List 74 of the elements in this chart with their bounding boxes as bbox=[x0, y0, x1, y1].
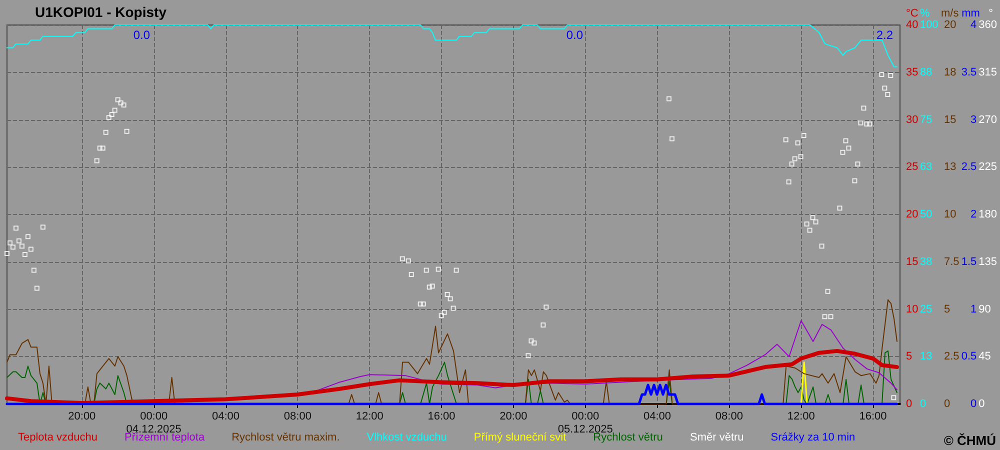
y2-tick-label: 135 bbox=[978, 256, 998, 268]
y2-tick-label: 63 bbox=[920, 161, 932, 174]
text: Srážky za 10 min bbox=[770, 432, 856, 444]
x-tick-label: 04:00 bbox=[212, 410, 240, 422]
y2-tick-label: 0 bbox=[978, 398, 985, 410]
y2-axis-title: % bbox=[920, 8, 930, 20]
y-tick-label: 2 bbox=[970, 208, 977, 220]
y-tick-label: 1.5 bbox=[961, 256, 977, 268]
y3-tick-label: 13 bbox=[944, 161, 956, 174]
y-tick-label: 20 bbox=[906, 208, 918, 220]
y-tick-label: 35 bbox=[906, 66, 918, 78]
text: Rychlost větru maxim. bbox=[232, 432, 340, 444]
y2-tick-label: 270 bbox=[978, 114, 998, 126]
y2-tick-label: 0 bbox=[920, 398, 926, 410]
y3-axis-title: m/s bbox=[941, 8, 960, 20]
chart-title: U1KOPI01 - Kopisty bbox=[35, 4, 167, 20]
annotation: 0.0 bbox=[133, 28, 150, 42]
x-tick-label: 16:00 bbox=[859, 410, 887, 422]
x-tick-label: 12:00 bbox=[356, 410, 384, 422]
text: © ČHMÚ bbox=[944, 433, 996, 448]
y3-tick-label: 15 bbox=[944, 114, 956, 126]
x-tick-label: 12:00 bbox=[787, 410, 815, 422]
x-tick-label: 20:00 bbox=[500, 410, 528, 422]
y3-tick-label: 5 bbox=[944, 303, 950, 316]
x-tick-label: 20:00 bbox=[68, 410, 96, 422]
y2-tick-label: 90 bbox=[978, 303, 991, 316]
y2-tick-label: 180 bbox=[978, 208, 998, 220]
y-tick-label: 1 bbox=[970, 303, 977, 316]
text: Přízemní teplota bbox=[124, 432, 206, 444]
y-tick-label: 4 bbox=[970, 19, 977, 31]
y-axis-title: mm bbox=[962, 8, 980, 20]
y2-tick-label: 25 bbox=[920, 303, 932, 316]
x-tick-label: 08:00 bbox=[715, 410, 743, 422]
y2-tick-label: 225 bbox=[978, 161, 998, 174]
y2-tick-label: 315 bbox=[978, 66, 998, 78]
y-tick-label: 40 bbox=[906, 19, 918, 31]
x-tick-label: 04:00 bbox=[644, 410, 672, 422]
y-tick-label: 5 bbox=[906, 350, 912, 363]
y3-tick-label: 2.5 bbox=[944, 350, 960, 363]
y-tick-label: 3.5 bbox=[961, 66, 977, 78]
y-tick-label: 0 bbox=[970, 398, 977, 410]
x-tick-label: 16:00 bbox=[428, 410, 456, 422]
annotation: 2.2 bbox=[876, 28, 894, 42]
text: Teplota vzduchu bbox=[18, 432, 98, 444]
y-tick-label: 30 bbox=[906, 114, 918, 126]
y3-tick-label: 7.5 bbox=[944, 256, 960, 268]
text: Přímý sluneční svit bbox=[474, 432, 566, 444]
y-tick-label: 3 bbox=[970, 114, 977, 126]
y2-tick-label: 13 bbox=[920, 350, 932, 363]
y3-tick-label: 0 bbox=[944, 398, 950, 410]
line-series bbox=[6, 24, 898, 68]
y2-tick-label: 88 bbox=[920, 66, 932, 78]
y-tick-label: 25 bbox=[906, 161, 918, 174]
y2-tick-label: 360 bbox=[978, 19, 998, 31]
y-tick-label: 15 bbox=[906, 256, 918, 268]
y-tick-label: 0.5 bbox=[961, 350, 977, 363]
y2-axis-title: ° bbox=[988, 8, 994, 20]
x-tick-label: 08:00 bbox=[284, 410, 312, 422]
y3-tick-label: 20 bbox=[944, 19, 956, 31]
y2-tick-label: 100 bbox=[920, 19, 938, 31]
y-axis-title: °C bbox=[906, 8, 918, 20]
y2-tick-label: 50 bbox=[920, 208, 932, 220]
y-tick-label: 10 bbox=[906, 303, 918, 316]
text: Vlhkost vzduchu bbox=[366, 432, 447, 444]
y3-tick-label: 18 bbox=[944, 66, 956, 78]
y2-tick-label: 75 bbox=[920, 114, 932, 126]
text: Směr větru bbox=[690, 432, 744, 444]
annotation: 0.0 bbox=[566, 28, 584, 42]
y-tick-label: 0 bbox=[906, 398, 912, 410]
y-tick-label: 2.5 bbox=[961, 161, 977, 174]
y3-tick-label: 10 bbox=[944, 208, 956, 220]
text: Rychlost větru bbox=[593, 432, 663, 444]
y2-tick-label: 45 bbox=[978, 350, 991, 363]
y2-tick-label: 38 bbox=[920, 256, 932, 268]
